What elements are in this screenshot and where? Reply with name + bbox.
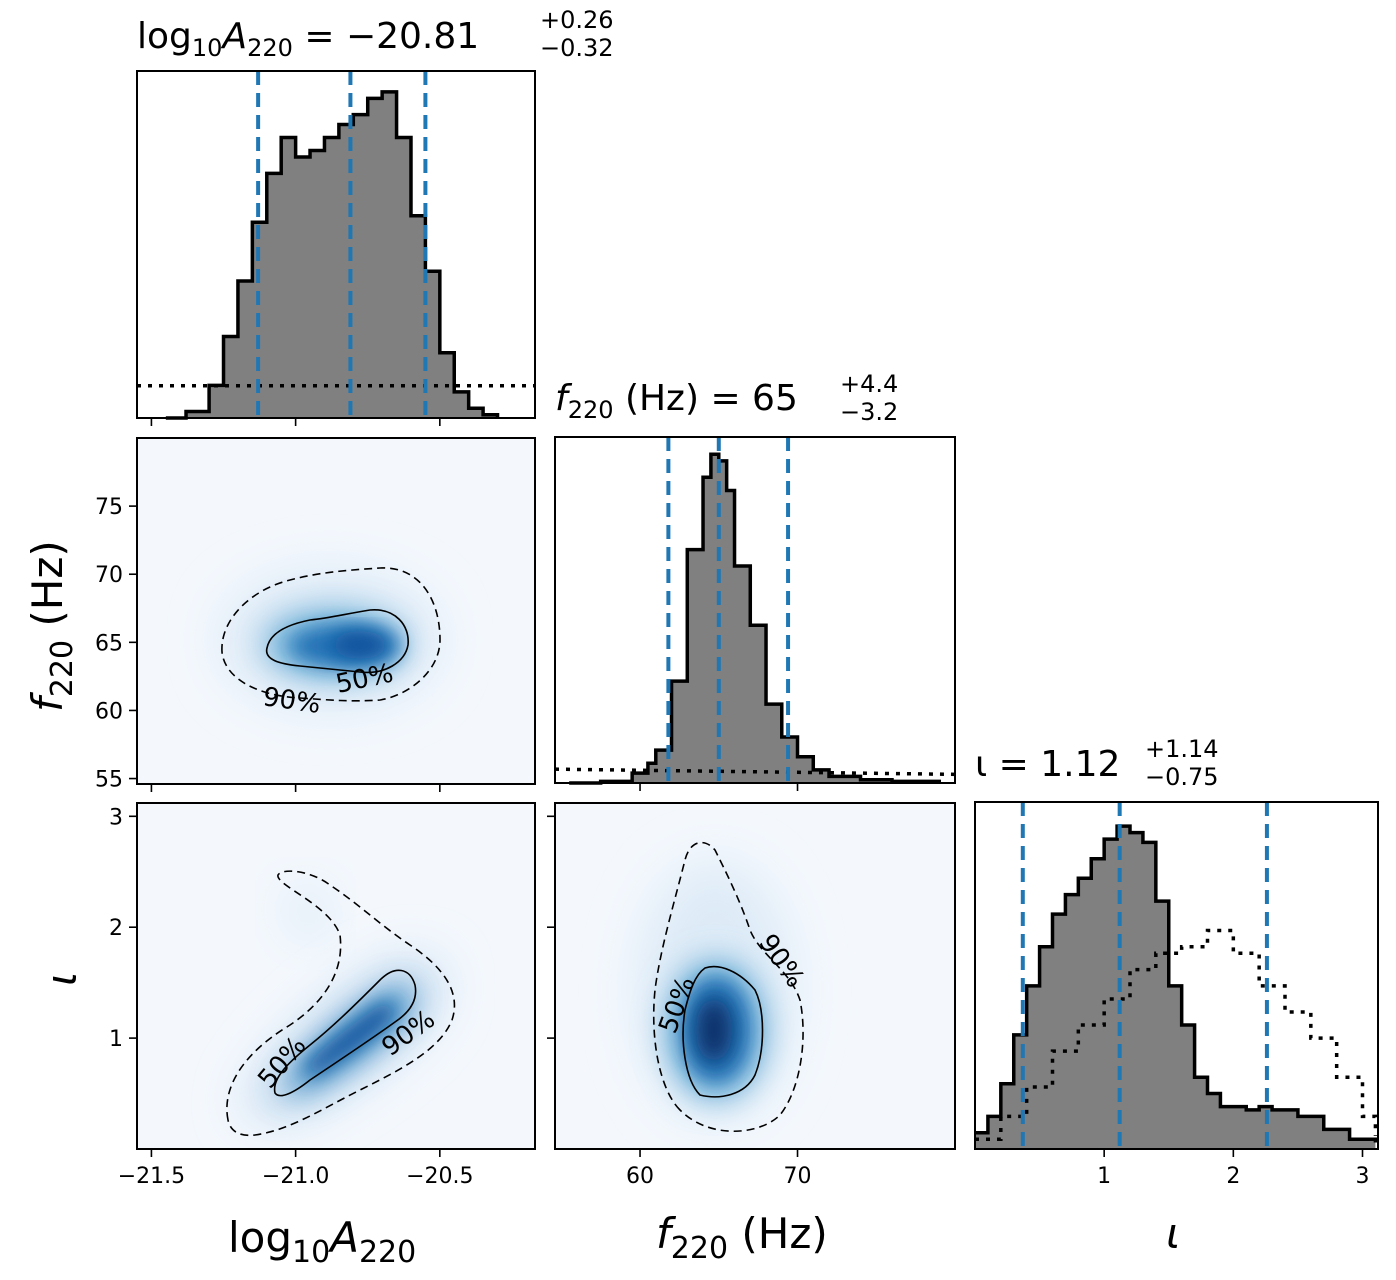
panel-hist-f220 xyxy=(554,436,956,791)
iota-posterior-outline xyxy=(975,824,1378,1143)
x-tick-label: −20.5 xyxy=(406,1164,473,1189)
contour-90-f220-iota xyxy=(652,841,804,1132)
y-tick-label: 1 xyxy=(109,1027,123,1052)
f220-iota-y-ticks xyxy=(547,815,555,1039)
y-tick-label: 75 xyxy=(95,495,123,520)
y-tick-label: 55 xyxy=(95,768,123,793)
title-logA-minus: −0.32 xyxy=(540,34,614,62)
title-f220-plus: +4.4 xyxy=(840,370,898,398)
title-iota-minus: −0.75 xyxy=(1145,763,1219,791)
logA-quantile-lines xyxy=(256,71,428,418)
f220-y-ticks: 55 60 65 70 75 xyxy=(95,495,137,793)
y-tick-label: 60 xyxy=(95,699,123,724)
x-tick-label: 3 xyxy=(1356,1164,1370,1189)
title-logA: log10A220 = −20.81 xyxy=(137,16,479,62)
xlabel-iota: ι xyxy=(1166,1209,1180,1258)
contour-90-logA-iota xyxy=(226,870,456,1137)
y-tick-label: 65 xyxy=(95,631,123,656)
iota-prior-line xyxy=(975,928,1378,1141)
panel-hist-iota xyxy=(974,801,1379,1150)
f220-posterior-fill xyxy=(569,454,940,783)
y-tick-label: 2 xyxy=(109,916,123,941)
logA-posterior-fill xyxy=(165,91,498,418)
ylabel-f220: f220 (Hz) xyxy=(23,540,80,712)
x-tick-label: 60 xyxy=(626,1164,654,1189)
x-tick-label: 70 xyxy=(784,1164,812,1189)
f220-x-ticks: 60 70 xyxy=(626,1149,812,1189)
f220-quantile-lines xyxy=(666,437,791,783)
x-tick-label: 2 xyxy=(1226,1164,1240,1189)
f220-top-ticks xyxy=(639,783,799,791)
x-tick-label: −21.5 xyxy=(118,1164,185,1189)
x-tick-label: 1 xyxy=(1097,1164,1111,1189)
panel-2d-logA-iota: 50% 90% 123 −21.5 −21.0 −20.5 xyxy=(109,802,536,1189)
contour-50-logA-f220 xyxy=(265,609,409,674)
iota-x-ticks: 1 2 3 xyxy=(1097,1149,1370,1189)
logA-mid-ticks xyxy=(150,784,441,792)
title-f220-minus: −3.2 xyxy=(840,398,898,426)
xlabel-logA: log10A220 xyxy=(228,1213,416,1270)
contour-50-logA-iota xyxy=(273,969,417,1097)
contour-90-logA-f220 xyxy=(221,567,441,702)
y-tick-label: 3 xyxy=(109,805,123,830)
title-f220: f220 (Hz) = 65 xyxy=(555,378,798,424)
title-iota-plus: +1.14 xyxy=(1145,735,1219,763)
iota-y-ticks: 1 2 3 xyxy=(109,805,137,1052)
title-iota: ι = 1.12 xyxy=(975,744,1120,785)
x-tick-label: −21.0 xyxy=(262,1164,329,1189)
logA-x-ticks: −21.5 −21.0 −20.5 xyxy=(118,1149,474,1189)
xlabel-f220: f220 (Hz) xyxy=(656,1209,828,1266)
iota-quantile-lines xyxy=(1020,802,1269,1149)
logA-top-ticks xyxy=(150,418,441,426)
f220-prior-line xyxy=(554,767,956,777)
title-logA-plus: +0.26 xyxy=(540,6,614,34)
f220-posterior-outline xyxy=(569,452,942,785)
logA-posterior-outline xyxy=(165,90,500,420)
y-tick-label: 70 xyxy=(95,563,123,588)
ylabel-iota: ι xyxy=(37,972,86,986)
panel-2d-f220-iota: 50% 90% 60 70 xyxy=(547,802,956,1189)
contour-50-f220-iota xyxy=(682,965,764,1098)
panel-hist-logA xyxy=(136,70,536,426)
